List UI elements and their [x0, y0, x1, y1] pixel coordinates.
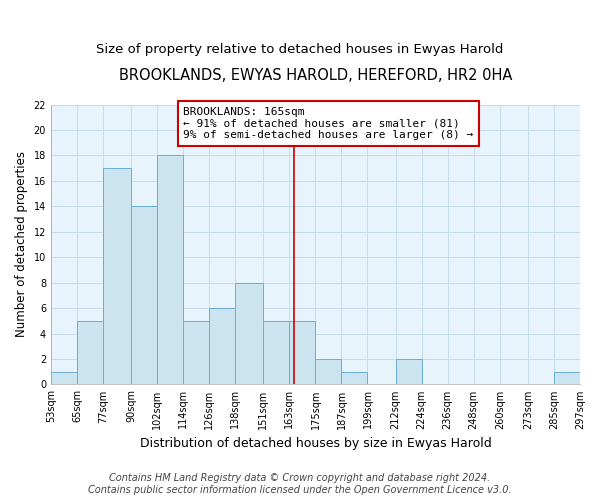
Bar [131, 206, 157, 384]
Bar [157, 156, 183, 384]
Bar [316, 359, 341, 384]
Bar [209, 308, 235, 384]
Bar [77, 321, 103, 384]
Bar [263, 321, 289, 384]
Text: Size of property relative to detached houses in Ewyas Harold: Size of property relative to detached ho… [97, 42, 503, 56]
X-axis label: Distribution of detached houses by size in Ewyas Harold: Distribution of detached houses by size … [140, 437, 491, 450]
Text: Contains HM Land Registry data © Crown copyright and database right 2024.
Contai: Contains HM Land Registry data © Crown c… [88, 474, 512, 495]
Text: BROOKLANDS: 165sqm
← 91% of detached houses are smaller (81)
9% of semi-detached: BROOKLANDS: 165sqm ← 91% of detached hou… [183, 107, 473, 140]
Bar [103, 168, 131, 384]
Bar [235, 282, 263, 384]
Bar [51, 372, 77, 384]
Bar [183, 321, 209, 384]
Bar [554, 372, 580, 384]
Title: BROOKLANDS, EWYAS HAROLD, HEREFORD, HR2 0HA: BROOKLANDS, EWYAS HAROLD, HEREFORD, HR2 … [119, 68, 512, 82]
Bar [395, 359, 422, 384]
Y-axis label: Number of detached properties: Number of detached properties [15, 152, 28, 338]
Bar [289, 321, 316, 384]
Bar [341, 372, 367, 384]
